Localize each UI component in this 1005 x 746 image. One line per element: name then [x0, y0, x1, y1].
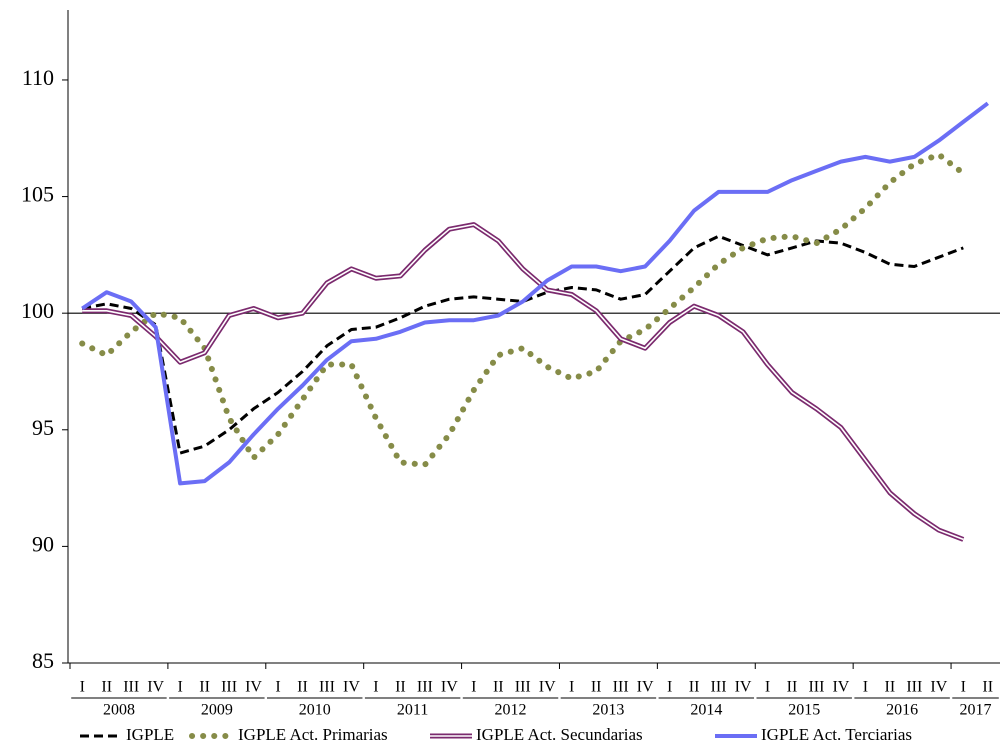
x-tick-label: III [515, 679, 531, 696]
x-tick-label: II [297, 679, 308, 696]
y-tick-label: 110 [22, 65, 54, 90]
legend-label: IGPLE Act. Primarias [238, 725, 388, 744]
x-tick-label: II [689, 679, 700, 696]
x-tick-label: II [787, 679, 798, 696]
x-tick-label: IV [637, 679, 654, 696]
x-tick-label: III [613, 679, 629, 696]
x-tick-label: III [221, 679, 237, 696]
series-line [79, 151, 967, 468]
year-label: 2012 [495, 702, 527, 719]
year-label: 2014 [690, 702, 722, 719]
x-tick-label: II [591, 679, 602, 696]
year-label: 2017 [960, 702, 992, 719]
y-tick-label: 105 [21, 182, 54, 207]
legend-label: IGPLE Act. Secundarias [476, 725, 643, 744]
series-line [81, 101, 990, 486]
x-tick-label: I [177, 679, 182, 696]
x-tick-label: IV [832, 679, 849, 696]
year-label: 2009 [201, 702, 233, 719]
x-tick-label: IV [245, 679, 262, 696]
year-label: 2011 [397, 702, 428, 719]
year-label: 2016 [886, 702, 918, 719]
legend-label: IGPLE Act. Terciarias [761, 725, 912, 744]
x-tick-label: II [101, 679, 112, 696]
legend-label: IGPLE [126, 725, 174, 744]
x-tick-label: I [765, 679, 770, 696]
x-tick-label: II [395, 679, 406, 696]
x-tick-label: III [711, 679, 727, 696]
x-tick-label: IV [930, 679, 947, 696]
x-tick-label: III [123, 679, 139, 696]
x-tick-label: III [906, 679, 922, 696]
x-tick-label: I [961, 679, 966, 696]
x-tick-label: III [808, 679, 824, 696]
x-tick-label: I [373, 679, 378, 696]
x-tick-label: II [982, 679, 993, 696]
x-tick-label: IV [147, 679, 164, 696]
y-tick-label: 90 [32, 531, 54, 556]
x-tick-label: I [667, 679, 672, 696]
x-tick-label: III [319, 679, 335, 696]
year-label: 2013 [592, 702, 624, 719]
x-tick-label: I [471, 679, 476, 696]
x-tick-label: IV [539, 679, 556, 696]
x-tick-label: I [569, 679, 574, 696]
x-tick-label: IV [343, 679, 360, 696]
x-tick-label: I [275, 679, 280, 696]
x-tick-label: II [199, 679, 210, 696]
y-tick-label: 95 [32, 415, 54, 440]
x-tick-label: IV [735, 679, 752, 696]
x-tick-label: II [493, 679, 504, 696]
year-label: 2015 [788, 702, 820, 719]
x-tick-label: I [80, 679, 85, 696]
x-tick-label: II [885, 679, 896, 696]
y-tick-label: 85 [32, 648, 54, 673]
x-tick-label: III [417, 679, 433, 696]
year-label: 2008 [103, 702, 135, 719]
series-line-inner [82, 223, 964, 541]
x-tick-label: I [863, 679, 868, 696]
y-tick-label: 100 [21, 298, 54, 323]
x-tick-label: IV [441, 679, 458, 696]
year-label: 2010 [299, 702, 331, 719]
